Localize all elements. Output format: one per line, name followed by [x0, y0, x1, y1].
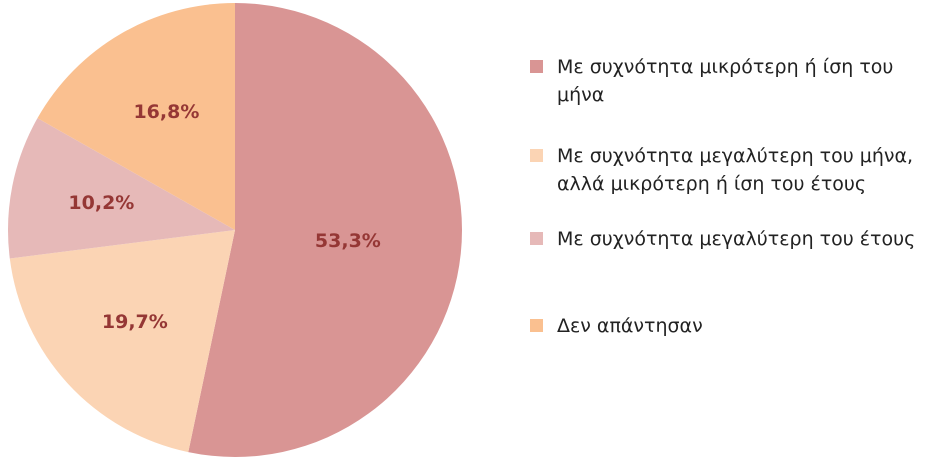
legend-swatch [530, 149, 543, 162]
legend-swatch [530, 319, 543, 332]
legend-swatch [530, 60, 543, 73]
legend-label: Δεν απάντησαν [557, 315, 703, 337]
legend-entry: Με συχνότητα μεγαλύτερη του έτους [530, 225, 930, 253]
legend-swatch [530, 232, 543, 245]
pie-slice [7, 118, 236, 259]
pie-slice [188, 3, 463, 458]
legend-label: Με συχνότητα μικρότερη ή ίση του μήνα [557, 56, 894, 106]
data-label: 19,7% [102, 311, 168, 333]
legend-label: Με συχνότητα μεγαλύτερη του έτους [557, 228, 916, 250]
data-label: 16,8% [133, 101, 199, 123]
pie-slice [37, 2, 235, 230]
data-label: 53,3% [315, 230, 381, 252]
legend-entry: Με συχνότητα μικρότερη ή ίση του μήνα [530, 53, 930, 109]
legend-entry: Δεν απάντησαν [530, 312, 930, 340]
pie: 53,3% 19,7% 10,2% 16,8% [7, 2, 463, 458]
data-label: 10,2% [68, 192, 134, 214]
legend-label: Με συχνότητα μεγαλύτερη του μήνα, αλλά μ… [557, 145, 914, 195]
legend-entry: Με συχνότητα μεγαλύτερη του μήνα, αλλά μ… [530, 142, 930, 198]
pie-slice [9, 230, 235, 453]
